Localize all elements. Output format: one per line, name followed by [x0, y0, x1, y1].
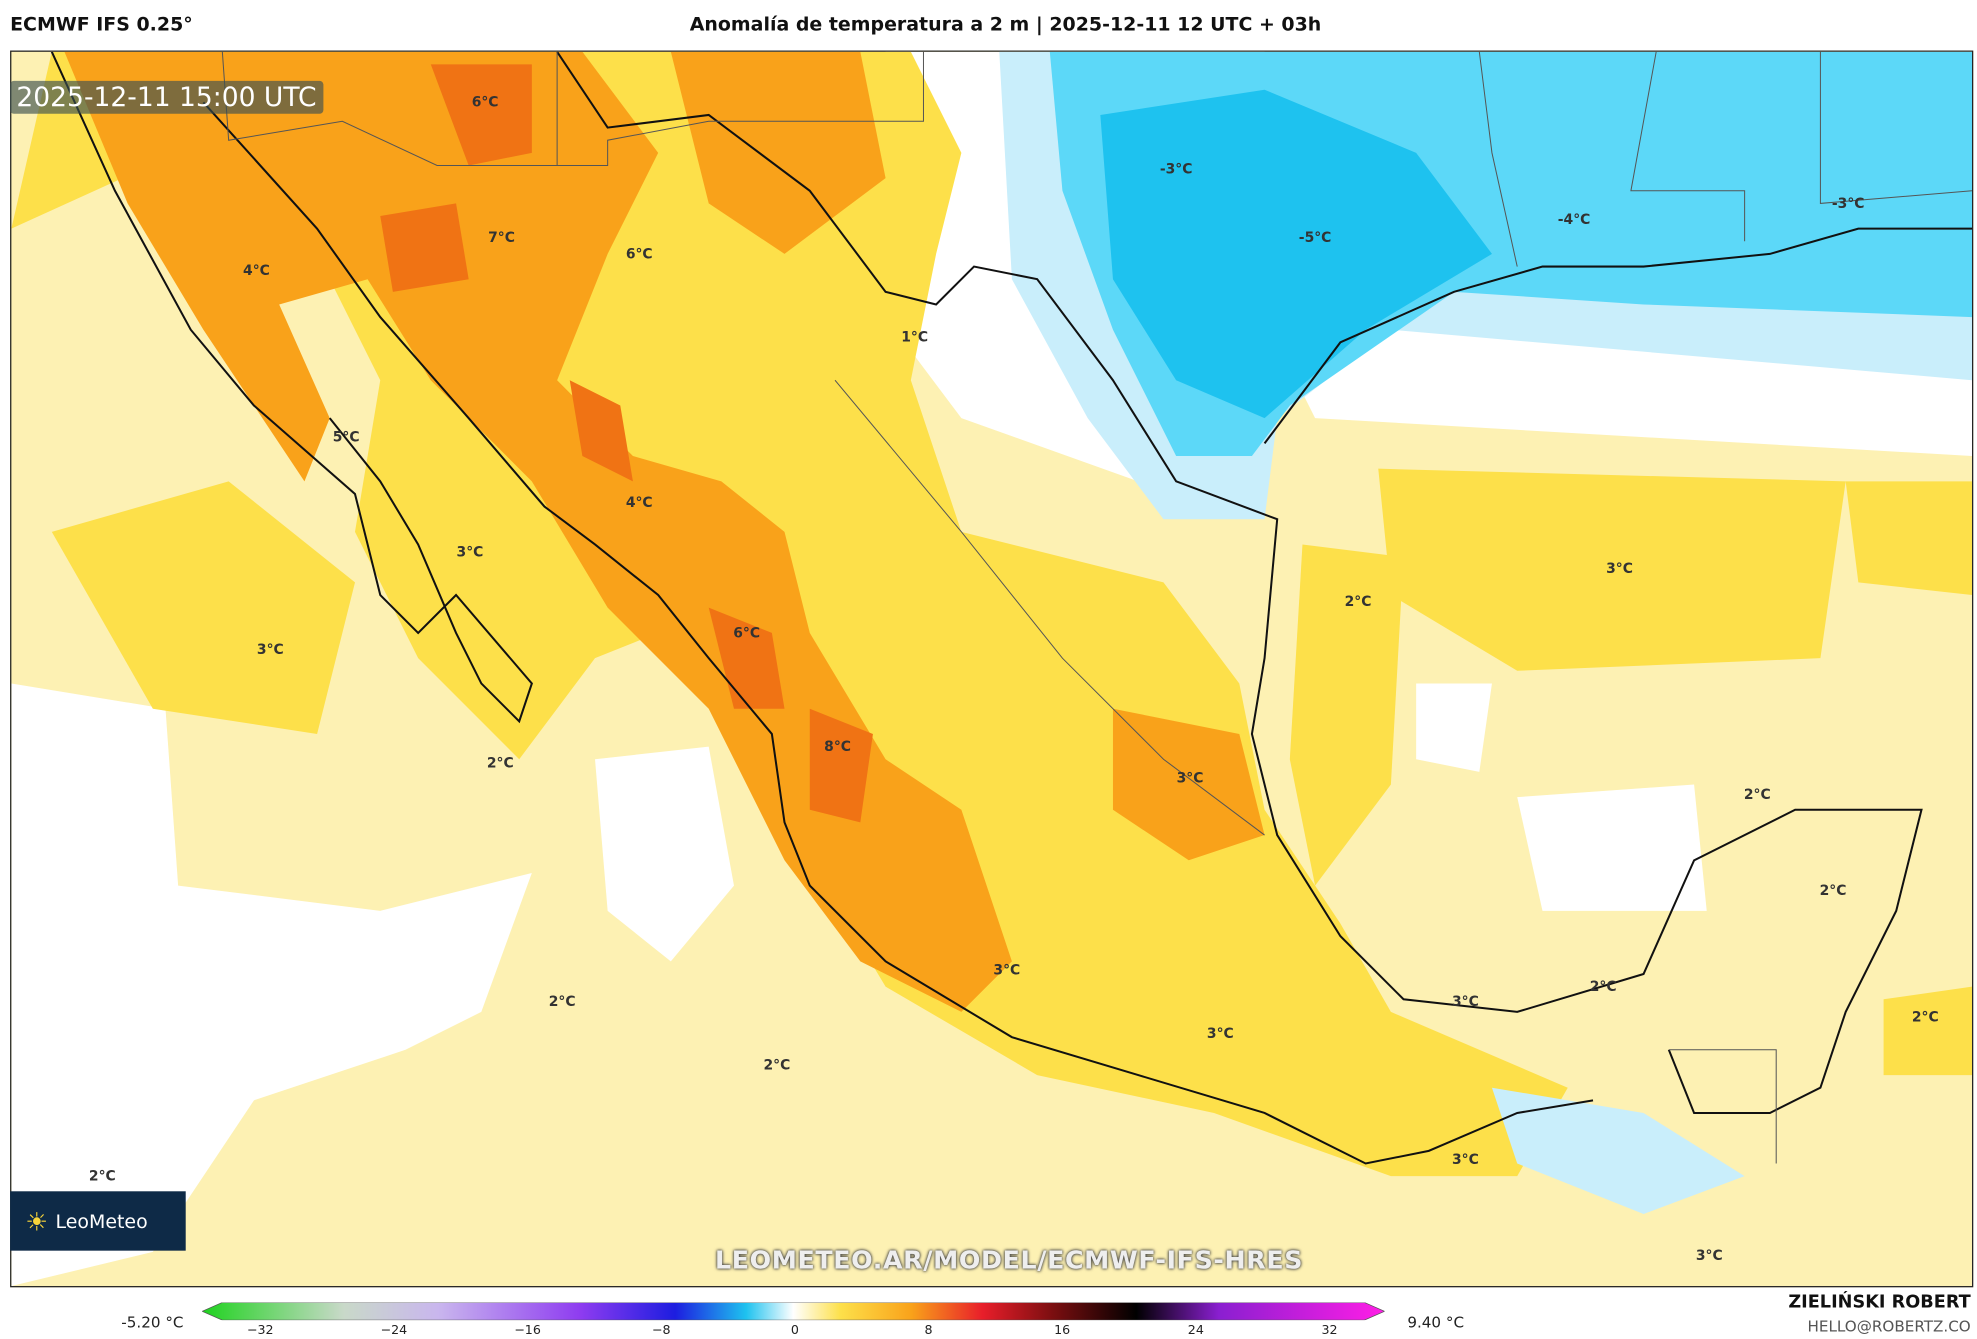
contour-label: -3°C: [1159, 161, 1193, 178]
contour-label: 2°C: [548, 993, 576, 1011]
contour-label: 2°C: [1911, 1008, 1939, 1026]
watermark-url: LEOMETEO.AR/MODEL/ECMWF-IFS-HRES: [715, 1244, 1304, 1275]
contour-label: 3°C: [1606, 560, 1633, 577]
contour-label: 3°C: [256, 641, 284, 658]
contour-label: 2°C: [1743, 786, 1771, 803]
contour-label: 2°C: [1589, 978, 1617, 995]
field-white: [1264, 317, 1973, 457]
contour-label: 4°C: [625, 494, 653, 512]
colorbar: [202, 1302, 1385, 1321]
chart-title: Anomalía de temperatura a 2 m | 2025-12-…: [689, 12, 1322, 36]
colorbar-tick: 0: [790, 1323, 799, 1338]
contour-label: 3°C: [1452, 1151, 1479, 1168]
contour-label: 3°C: [1206, 1025, 1234, 1042]
colorbar-ramp: [202, 1302, 1385, 1321]
contour-label: 2°C: [486, 754, 514, 772]
contour-label: 1°C: [901, 329, 929, 346]
field-dark-orange: [708, 607, 785, 709]
field-dark-orange: [380, 203, 469, 292]
map-fields: [11, 51, 1973, 1287]
colorbar-tick: 16: [1054, 1323, 1071, 1338]
contour-label: 6°C: [471, 94, 499, 111]
contour-label: 2°C: [1819, 882, 1847, 899]
logo-text: LeoMeteo: [55, 1209, 148, 1233]
contour-label: 5°C: [332, 428, 360, 446]
field-light-blue: [1491, 1087, 1745, 1215]
sun-icon: ☀: [25, 1205, 48, 1237]
model-title: ECMWF IFS 0.25°: [10, 12, 193, 36]
contour-label: 2°C: [763, 1056, 791, 1074]
colorbar-tick: 8: [924, 1323, 933, 1338]
colorbar-max-label: 9.40 °C: [1407, 1313, 1465, 1332]
state-borders: [221, 51, 1973, 1164]
colorbar-min-label: -5.20 °C: [121, 1313, 184, 1332]
author-email[interactable]: HELLO@ROBERTZ.CO: [1807, 1317, 1971, 1336]
coastline: [50, 51, 1973, 1165]
colorbar-tick: −32: [246, 1323, 274, 1338]
colorbar-tick: −8: [651, 1323, 671, 1338]
contour-label: 7°C: [488, 229, 515, 246]
field-yellow: [1845, 481, 1973, 596]
contour-label: 3°C: [456, 543, 484, 561]
contour-label: 2°C: [1344, 593, 1372, 610]
contour-label: 4°C: [243, 262, 270, 279]
colorbar-tick: 32: [1321, 1323, 1338, 1338]
contour-label: 2°C: [88, 1167, 116, 1185]
field-dark-orange: [430, 64, 532, 166]
contour-label: -3°C: [1831, 195, 1865, 212]
temperature-anomaly-map[interactable]: 6°C 7°C 6°C 4°C 1°C 5°C 4°C 3°C 3°C 6°C …: [10, 50, 1974, 1288]
field-deep-cyan: [1100, 89, 1492, 419]
colorbar-tick: −16: [514, 1323, 541, 1338]
field-white: [595, 746, 734, 962]
field-white: [1416, 683, 1492, 772]
field-yellow: [1378, 468, 1846, 671]
contour-label: 8°C: [824, 738, 851, 755]
leometeo-logo[interactable]: ☀ LeoMeteo: [10, 1191, 186, 1251]
field-white: [1517, 784, 1707, 911]
contour-label: 6°C: [625, 245, 653, 263]
contour-label: 3°C: [993, 962, 1021, 979]
contour-label: 3°C: [1176, 769, 1204, 787]
field-yellow: [51, 481, 355, 734]
valid-time-badge: 2025-12-11 15:00 UTC: [10, 80, 323, 114]
contour-label: 6°C: [733, 624, 761, 642]
contour-label: -5°C: [1298, 229, 1332, 246]
colorbar-tick: 24: [1187, 1323, 1204, 1338]
field-dark-orange: [569, 380, 633, 482]
field-orange: [64, 51, 1012, 1012]
field-white: [11, 683, 532, 1287]
contour-label: 3°C: [1695, 1247, 1723, 1264]
field-yellow: [1883, 986, 1973, 1076]
author-name: ZIELIŃSKI ROBERT: [1788, 1292, 1971, 1313]
colorbar-tick: −24: [380, 1323, 408, 1338]
field-orange: [670, 51, 886, 254]
field-dark-orange: [809, 708, 873, 823]
field-yellow: [1289, 544, 1404, 886]
contour-label: -4°C: [1557, 211, 1591, 229]
contour-label: 3°C: [1452, 993, 1479, 1011]
